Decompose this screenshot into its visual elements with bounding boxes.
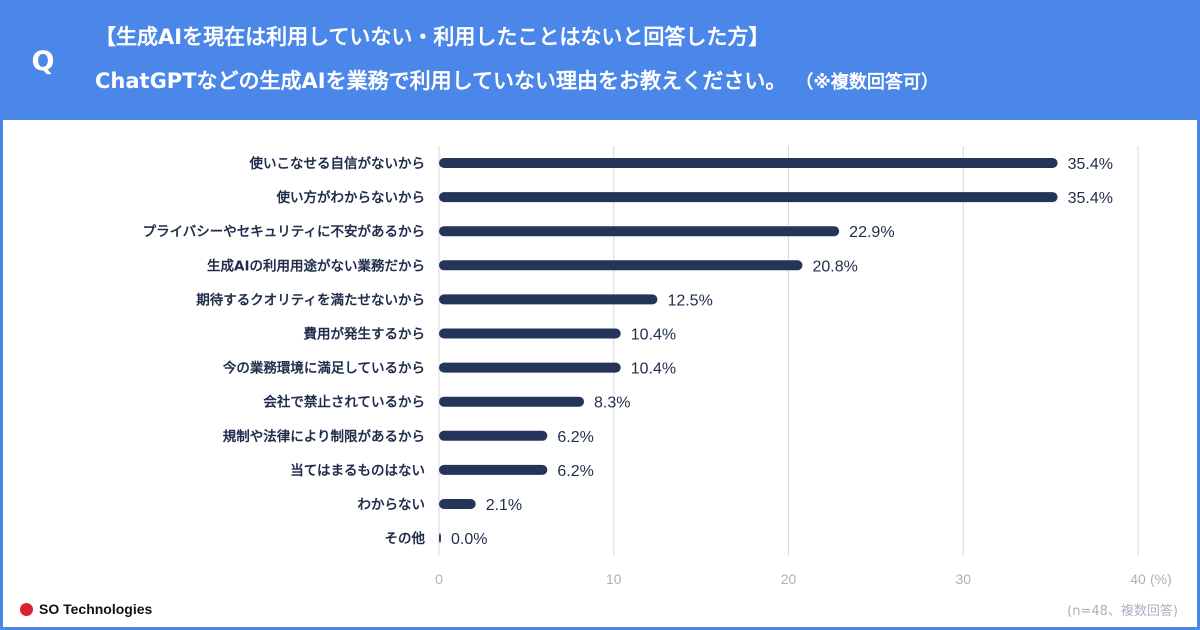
bar: [439, 328, 621, 339]
x-tick-label: 20: [781, 571, 797, 587]
company-logo: SO Technologies: [20, 600, 152, 618]
value-label: 6.2%: [557, 429, 593, 446]
x-axis-unit: (%): [1150, 571, 1172, 587]
x-tick-label: 30: [955, 571, 971, 587]
category-label: 会社で禁止されているから: [263, 394, 425, 411]
bar: [439, 362, 621, 373]
category-label: 使い方がわからないから: [276, 189, 426, 206]
value-label: 0.0%: [451, 531, 487, 548]
question-title-line1: 【生成AIを現在は利用していない・利用したことはないと回答した方】: [95, 25, 770, 49]
category-label: 生成AIの利用用途がない業務だから: [207, 257, 425, 274]
sample-size-note: (n=48、複数回答): [1067, 604, 1178, 619]
category-label: 期待するクオリティを満たせないから: [196, 291, 425, 308]
logo-dot-icon: [20, 602, 33, 616]
category-label: 費用が発生するから: [304, 326, 426, 343]
bar: [439, 396, 585, 407]
x-tick-label: 0: [435, 571, 443, 587]
category-label: プライバシーやセキュリティに不安があるから: [143, 223, 425, 240]
value-label: 2.1%: [486, 497, 522, 514]
bar: [439, 294, 658, 305]
question-title-line2: ChatGPTなどの生成AIを業務で利用していない理由をお教えください。 （※複数…: [95, 66, 939, 98]
bar: [439, 192, 1058, 203]
x-tick-label: 40: [1130, 571, 1146, 587]
question-title-note: （※複数回答可）: [804, 72, 939, 93]
value-label: 20.8%: [812, 258, 857, 275]
value-label: 10.4%: [631, 361, 676, 378]
bar: [439, 158, 1058, 168]
value-label: 6.2%: [557, 463, 593, 480]
logo-text: SO Technologies: [39, 601, 153, 617]
value-label: 35.4%: [1068, 156, 1113, 173]
bar: [439, 430, 548, 441]
value-label: 22.9%: [849, 224, 894, 241]
category-label: 規制や法律により制限があるから: [223, 428, 425, 445]
value-label: 10.4%: [631, 327, 676, 344]
bar: [439, 226, 840, 237]
x-tick-label: 10: [606, 571, 622, 587]
value-label: 8.3%: [594, 395, 630, 412]
bar: [439, 533, 441, 544]
bar: [439, 260, 803, 271]
bar: [439, 464, 548, 475]
value-label: 12.5%: [667, 292, 712, 309]
question-mark: Q: [31, 46, 55, 77]
category-label: その他: [385, 530, 426, 547]
value-label: 35.4%: [1068, 190, 1113, 207]
category-label: 使いこなせる自信がないから: [249, 155, 426, 172]
category-label: 今の業務環境に満足しているから: [223, 360, 425, 377]
question-title-main: ChatGPTなどの生成AIを業務で利用していない理由をお教えください。: [95, 69, 787, 93]
question-header: Q 【生成AIを現在は利用していない・利用したことはないと回答した方】 Chat…: [0, 0, 1200, 120]
bar: [439, 499, 476, 509]
category-label: 当てはまるものはない: [290, 462, 425, 479]
category-label: わからない: [358, 497, 426, 513]
